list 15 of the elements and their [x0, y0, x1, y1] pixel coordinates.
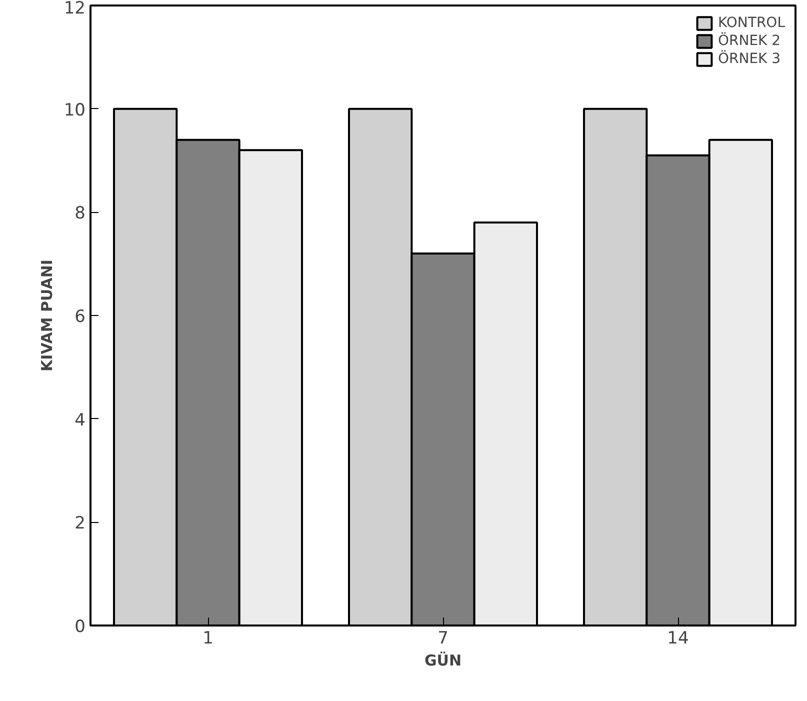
x-axis-title: GÜN — [424, 652, 462, 670]
y-tick-label: 0 — [74, 617, 86, 637]
legend-label: KONTROL — [718, 15, 785, 31]
y-tick-label: 2 — [74, 514, 86, 534]
y-tick-label: 8 — [74, 204, 86, 224]
x-tick-label: 1 — [202, 628, 214, 648]
legend-label: ÖRNEK 2 — [718, 33, 781, 49]
y-axis-title: KIVAM PUANI — [38, 259, 56, 372]
y-tick-label: 6 — [74, 307, 86, 327]
legend-label: ÖRNEK 3 — [718, 51, 781, 67]
y-tick-label: 12 — [64, 0, 86, 18]
y-tick-label: 10 — [64, 100, 86, 120]
x-tick-label: 14 — [667, 628, 689, 648]
x-tick-label: 7 — [438, 628, 448, 648]
y-tick-label: 4 — [74, 410, 86, 430]
